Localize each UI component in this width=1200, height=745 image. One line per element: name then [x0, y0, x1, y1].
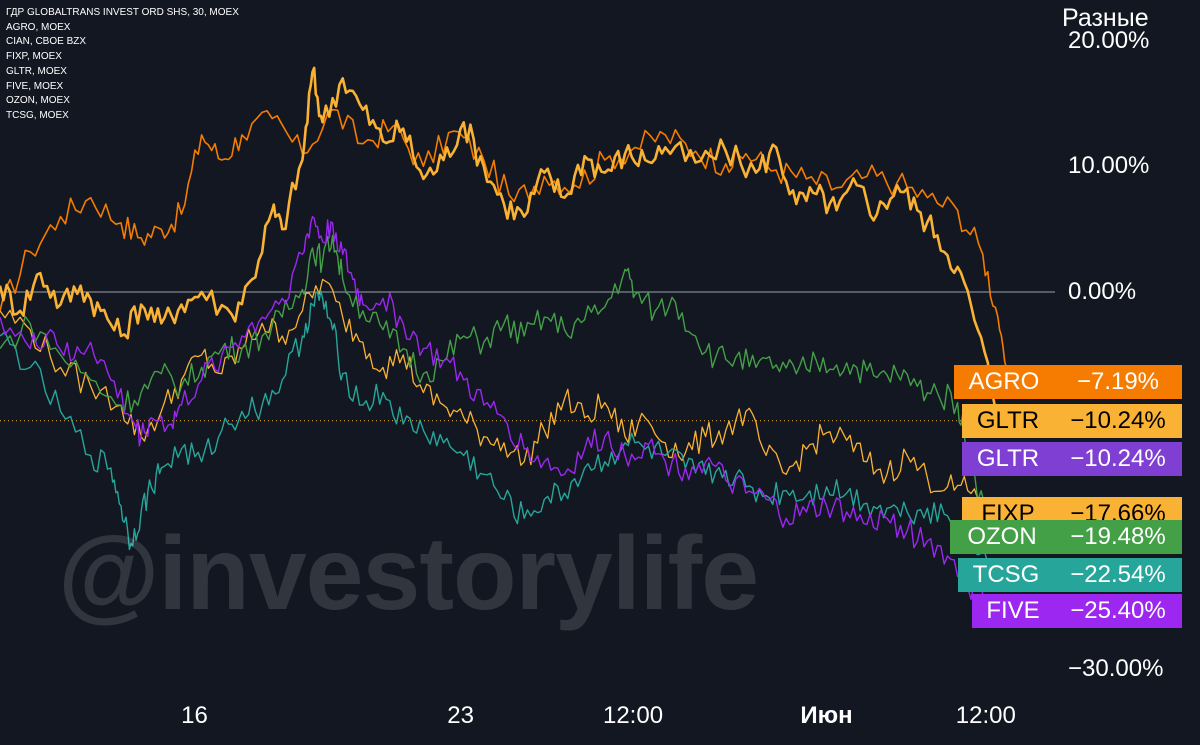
x-tick-label: Июн [800, 702, 853, 729]
series-line-gltr [0, 66, 1009, 422]
badge-value: −25.40% [1054, 594, 1182, 629]
y-tick-label: 0.00% [1068, 278, 1137, 305]
series-line-fixp [0, 278, 1009, 515]
series-line-five [0, 215, 1009, 612]
legend-entry[interactable]: CIAN, CBOE BZX [6, 36, 87, 48]
legend-entry[interactable]: ГДР GLOBALTRANS INVEST ORD SHS, 30, MOEX [6, 7, 239, 18]
series-line-ozon [0, 234, 1009, 539]
badge-symbol: GLTR [962, 442, 1054, 477]
x-tick-label: 12:00 [955, 702, 1016, 729]
x-tick-label: 16 [181, 702, 208, 729]
badge-value: −19.48% [1054, 519, 1182, 554]
y-tick-label: 20.00% [1068, 26, 1150, 54]
legend-entry[interactable]: FIVE, MOEX [6, 80, 64, 92]
watermark: @investorylife [58, 516, 759, 632]
badge-value: −10.24% [1054, 442, 1182, 477]
chart-legend: ГДР GLOBALTRANS INVEST ORD SHS, 30, MOEX… [6, 6, 239, 124]
badge-symbol: GLTR [962, 403, 1054, 438]
badge-symbol: OZON [950, 519, 1054, 554]
badge-symbol: TCSG [958, 558, 1054, 593]
series-line-agro [0, 108, 1009, 383]
badge-symbol: AGRO [954, 365, 1054, 400]
legend-entry[interactable]: AGRO, MOEX [6, 21, 71, 33]
legend-entry[interactable]: TCSG, MOEX [6, 109, 69, 121]
legend-entry[interactable]: OZON, MOEX [6, 95, 70, 107]
badge-value: −22.54% [1054, 558, 1182, 593]
series-line-tcsg [0, 290, 1009, 576]
y-tick-label: −30.00% [1068, 655, 1164, 683]
legend-entry[interactable]: GLTR, MOEX [6, 65, 67, 77]
legend-entry[interactable]: FIXP, MOEX [6, 51, 62, 63]
badge-value: −10.24% [1054, 403, 1182, 438]
badge-value: −7.19% [1054, 365, 1182, 400]
scale-mode-label[interactable]: Разные [1062, 4, 1149, 32]
y-tick-label: 10.00% [1068, 152, 1150, 180]
x-tick-label: 12:00 [602, 702, 664, 729]
badge-symbol: FIVE [972, 594, 1054, 629]
x-tick-label: 23 [447, 702, 474, 729]
